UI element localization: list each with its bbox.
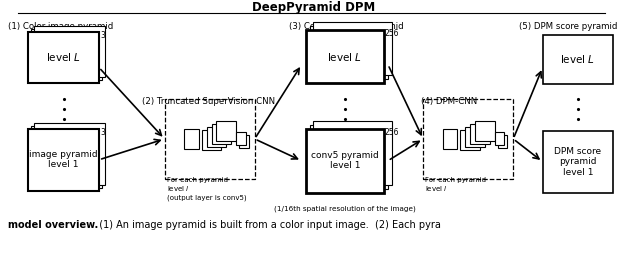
Bar — [216, 121, 236, 141]
Bar — [475, 121, 495, 141]
Bar — [202, 130, 221, 150]
Bar — [460, 130, 480, 150]
Bar — [497, 135, 508, 148]
Text: (5) DPM score pyramid: (5) DPM score pyramid — [519, 22, 618, 31]
Text: model overview.: model overview. — [8, 220, 98, 230]
Text: (1) Color image pyramid: (1) Color image pyramid — [8, 22, 113, 31]
Bar — [164, 99, 255, 179]
Bar — [443, 129, 458, 149]
Text: conv5 pyramid
level 1: conv5 pyramid level 1 — [311, 151, 379, 170]
Bar — [314, 22, 392, 75]
Text: level $L$: level $L$ — [327, 50, 362, 62]
Bar — [35, 123, 105, 185]
Bar — [184, 129, 199, 149]
Bar — [470, 124, 490, 144]
Bar — [306, 129, 384, 193]
Text: 256: 256 — [385, 29, 399, 38]
Bar — [212, 124, 231, 144]
Bar — [31, 29, 102, 80]
Bar — [207, 127, 227, 147]
Bar — [306, 30, 384, 83]
Text: 256: 256 — [385, 128, 399, 137]
Text: level $L$: level $L$ — [561, 53, 595, 65]
Bar — [28, 129, 99, 191]
Text: (1) An image pyramid is built from a color input image.  (2) Each pyra: (1) An image pyramid is built from a col… — [93, 220, 441, 230]
Text: (3) Conv5 feature pyramid: (3) Conv5 feature pyramid — [289, 22, 404, 31]
Bar — [465, 127, 485, 147]
Bar — [28, 32, 99, 83]
Bar — [31, 126, 102, 188]
Text: For each pyramid
level $l$
(output layer is conv5): For each pyramid level $l$ (output layer… — [166, 177, 246, 201]
Bar — [495, 132, 504, 145]
Bar — [35, 26, 105, 77]
Text: (2) Truncated SuperVision CNN: (2) Truncated SuperVision CNN — [142, 97, 275, 106]
Text: 3: 3 — [100, 128, 105, 137]
Text: DeepPyramid DPM: DeepPyramid DPM — [252, 1, 375, 14]
Bar — [310, 26, 388, 79]
Text: (4) DPM-CNN: (4) DPM-CNN — [421, 97, 477, 106]
Bar — [310, 125, 388, 189]
Bar — [239, 135, 249, 148]
Text: level $L$: level $L$ — [46, 52, 81, 64]
Bar — [423, 99, 513, 179]
Bar — [543, 131, 613, 193]
Bar — [543, 35, 613, 84]
Text: 3: 3 — [100, 31, 105, 40]
Text: DPM score
pyramid
level 1: DPM score pyramid level 1 — [554, 147, 602, 177]
Text: (1/16th spatial resolution of the image): (1/16th spatial resolution of the image) — [274, 206, 415, 212]
Text: image pyramid
level 1: image pyramid level 1 — [29, 150, 98, 170]
Text: For each pyramid
level $l$: For each pyramid level $l$ — [425, 177, 486, 193]
Bar — [236, 132, 246, 145]
Bar — [314, 121, 392, 185]
